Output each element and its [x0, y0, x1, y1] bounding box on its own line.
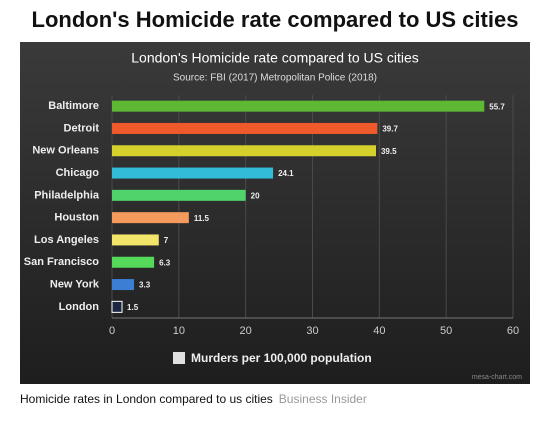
chart-subtitle: Source: FBI (2017) Metropolitan Police (… — [173, 73, 377, 84]
data-label: 6.3 — [159, 258, 171, 267]
y-tick-label: San Francisco — [24, 256, 99, 268]
data-label: 20 — [251, 191, 260, 200]
page-title: London's Homicide rate compared to US ci… — [32, 7, 519, 32]
x-tick-label: 20 — [240, 325, 252, 337]
credit: mesa-chart.com — [472, 374, 522, 381]
bar — [112, 145, 376, 157]
y-tick-label: Baltimore — [48, 100, 99, 112]
legend-label: Murders per 100,000 population — [191, 351, 372, 365]
data-label: 24.1 — [278, 169, 294, 178]
bar — [112, 122, 378, 134]
bar — [112, 256, 155, 268]
data-label: 7 — [164, 236, 169, 245]
data-label: 1.5 — [127, 303, 139, 312]
y-tick-label: Chicago — [56, 167, 100, 179]
y-tick-label: Detroit — [64, 122, 100, 134]
bar — [112, 167, 274, 179]
caption: Homicide rates in London compared to us … — [20, 392, 273, 406]
y-tick-label: Los Angeles — [34, 234, 99, 246]
bar — [112, 189, 246, 201]
y-tick-label: London — [59, 301, 100, 313]
bar — [112, 234, 159, 246]
y-tick-label: New Orleans — [32, 145, 99, 157]
x-tick-label: 40 — [373, 325, 385, 337]
y-tick-label: Philadelphia — [34, 189, 100, 201]
x-tick-label: 10 — [173, 325, 185, 337]
bar — [112, 279, 135, 291]
data-label: 11.5 — [194, 214, 210, 223]
bar — [111, 300, 123, 313]
bar — [112, 212, 189, 224]
legend-swatch — [173, 352, 185, 364]
chart-frame — [20, 42, 530, 384]
y-tick-label: New York — [50, 278, 100, 290]
x-tick-label: 60 — [507, 325, 519, 337]
data-label: 55.7 — [489, 102, 505, 111]
data-label: 39.7 — [382, 125, 398, 134]
y-tick-label: Houston — [54, 212, 99, 224]
data-label: 39.5 — [381, 147, 397, 156]
x-tick-label: 30 — [306, 325, 318, 337]
data-label: 3.3 — [139, 281, 151, 290]
chart-title: London's Homicide rate compared to US ci… — [131, 50, 418, 66]
x-tick-label: 0 — [109, 325, 115, 337]
bar — [112, 100, 485, 112]
caption-source: Business Insider — [279, 392, 367, 406]
x-tick-label: 50 — [440, 325, 452, 337]
